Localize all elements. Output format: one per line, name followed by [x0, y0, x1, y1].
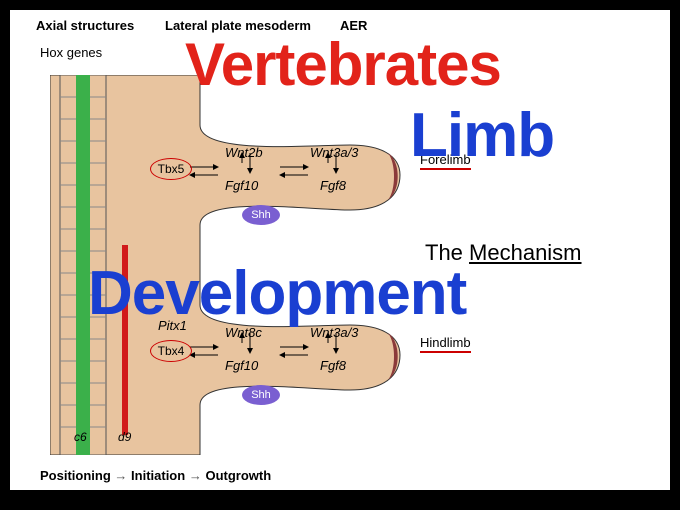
flow-outgrowth: Outgrowth — [205, 468, 271, 483]
flow-arrow1: → — [114, 468, 127, 483]
shh-hind-text: Shh — [251, 389, 271, 401]
fgf10-hind-label: Fgf10 — [225, 358, 258, 373]
fgf8-fore-label: Fgf8 — [320, 178, 346, 193]
tbx5-text: Tbx5 — [158, 162, 185, 176]
mech-word: Mechanism — [469, 240, 581, 265]
header-axial: Axial structures — [36, 18, 134, 33]
wnt3a-fore-label: Wnt3a/3 — [310, 145, 358, 160]
tbx4-text: Tbx4 — [158, 344, 185, 358]
shh-fore: Shh — [242, 205, 280, 225]
wnt2b-label: Wnt2b — [225, 145, 263, 160]
title-limb: Limb — [410, 100, 554, 171]
hindlimb-text: Hindlimb — [420, 335, 471, 353]
hox-label: Hox genes — [40, 45, 102, 60]
tbx5-oval: Tbx5 — [150, 158, 192, 180]
diagram-canvas: Axial structures Lateral plate mesoderm … — [10, 10, 670, 490]
flow-labels: Positioning → Initiation → Outgrowth — [40, 468, 271, 483]
fgf8-hind-label: Fgf8 — [320, 358, 346, 373]
shh-hind: Shh — [242, 385, 280, 405]
flow-positioning: Positioning — [40, 468, 111, 483]
fgf10-fore-label: Fgf10 — [225, 178, 258, 193]
d9-label: d9 — [118, 430, 131, 444]
flow-initiation: Initiation — [131, 468, 185, 483]
flow-arrow2: → — [189, 468, 202, 483]
title-vertebrates: Vertebrates — [185, 30, 501, 99]
hindlimb-label: Hindlimb — [420, 335, 471, 350]
c6-label: c6 — [74, 430, 87, 444]
title-development: Development — [88, 258, 466, 329]
tbx4-oval: Tbx4 — [150, 340, 192, 362]
shh-fore-text: Shh — [251, 209, 271, 221]
